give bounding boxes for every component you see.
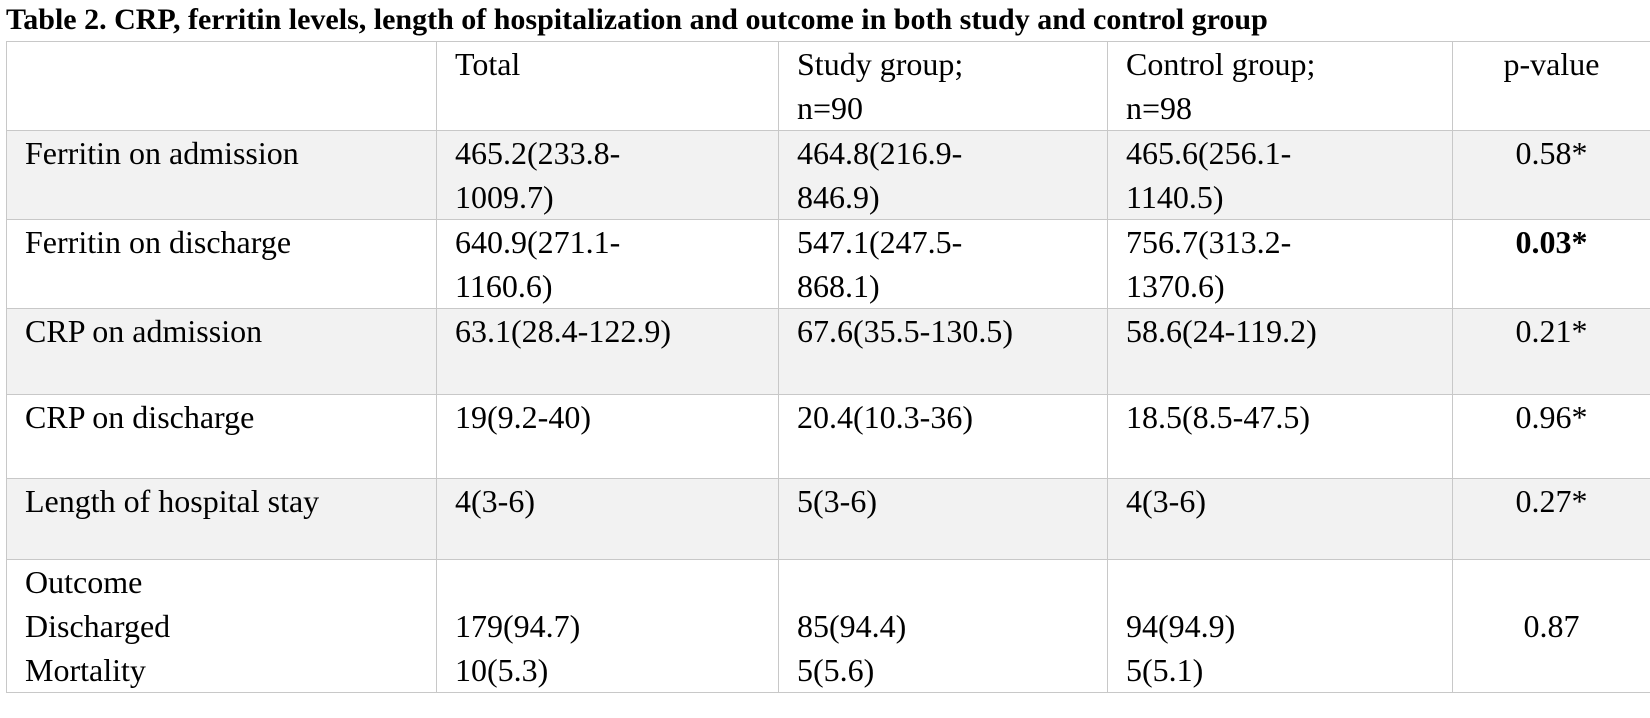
row-label-outcome: Outcome Discharged Mortality — [6, 559, 437, 693]
study-mortality: 5(5.6) — [797, 652, 875, 688]
cell-study: 20.4(10.3-36) — [778, 394, 1108, 479]
total-mortality: 10(5.3) — [455, 652, 549, 688]
cell-study-line2: 868.1) — [797, 268, 880, 304]
cell-pvalue: 0.27* — [1452, 478, 1650, 560]
cell-control-line1: 465.6(256.1- — [1126, 135, 1292, 171]
header-study-label: Study group; — [797, 46, 964, 82]
cell-control: 756.7(313.2- 1370.6) — [1107, 219, 1453, 309]
cell-pvalue: 0.21* — [1452, 308, 1650, 395]
table-row: CRP on discharge 19(9.2-40) 20.4(10.3-36… — [6, 394, 1650, 479]
row-label: Length of hospital stay — [6, 478, 437, 560]
cell-study: 67.6(35.5-130.5) — [778, 308, 1108, 395]
table-row: Ferritin on discharge 640.9(271.1- 1160.… — [6, 219, 1650, 309]
outcome-pvalue: 0.87 — [1523, 608, 1580, 644]
table-row-outcome: Outcome Discharged Mortality 179(94.7) 1… — [6, 559, 1650, 693]
cell-pvalue: 0.96* — [1452, 394, 1650, 479]
header-control-label: Control group; — [1126, 46, 1316, 82]
header-total-label: Total — [455, 46, 521, 82]
cell-total: 640.9(271.1- 1160.6) — [436, 219, 779, 309]
cell-total-line1: 465.2(233.8- — [455, 135, 621, 171]
cell-control: 465.6(256.1- 1140.5) — [1107, 130, 1453, 220]
cell-total-line2: 1160.6) — [455, 268, 553, 304]
header-row: Total Study group; n=90 Control group; n… — [6, 41, 1650, 131]
table-row: Ferritin on admission 465.2(233.8- 1009.… — [6, 130, 1650, 220]
outcome-discharged-label: Discharged — [25, 608, 171, 644]
row-label: Ferritin on admission — [6, 130, 437, 220]
cell-pvalue: 0.87 — [1452, 559, 1650, 693]
table-row: Length of hospital stay 4(3-6) 5(3-6) 4(… — [6, 478, 1650, 560]
header-control-group: Control group; n=98 — [1107, 41, 1453, 131]
cell-control-line2: 1140.5) — [1126, 179, 1224, 215]
cell-total-line2: 1009.7) — [455, 179, 554, 215]
header-study-group: Study group; n=90 — [778, 41, 1108, 131]
total-discharged: 179(94.7) — [455, 608, 581, 644]
cell-study: 547.1(247.5- 868.1) — [778, 219, 1108, 309]
cell-control: 4(3-6) — [1107, 478, 1453, 560]
cell-total: 465.2(233.8- 1009.7) — [436, 130, 779, 220]
cell-study: 85(94.4) 5(5.6) — [778, 559, 1108, 693]
cell-pvalue-significant: 0.03* — [1452, 219, 1650, 309]
cell-control-line1: 756.7(313.2- — [1126, 224, 1292, 260]
results-table: Total Study group; n=90 Control group; n… — [6, 41, 1650, 693]
cell-total: 19(9.2-40) — [436, 394, 779, 479]
outcome-mortality-label: Mortality — [25, 652, 146, 688]
study-discharged: 85(94.4) — [797, 608, 907, 644]
cell-study-line1: 547.1(247.5- — [797, 224, 963, 260]
cell-control-line2: 1370.6) — [1126, 268, 1225, 304]
cell-control: 18.5(8.5-47.5) — [1107, 394, 1453, 479]
cell-study: 5(3-6) — [778, 478, 1108, 560]
cell-total: 179(94.7) 10(5.3) — [436, 559, 779, 693]
header-pvalue: p-value — [1452, 41, 1650, 131]
header-total: Total — [436, 41, 779, 131]
control-mortality: 5(5.1) — [1126, 652, 1204, 688]
cell-control: 94(94.9) 5(5.1) — [1107, 559, 1453, 693]
cell-total: 63.1(28.4-122.9) — [436, 308, 779, 395]
header-study-n: n=90 — [797, 90, 864, 126]
cell-study-line2: 846.9) — [797, 179, 880, 215]
cell-total: 4(3-6) — [436, 478, 779, 560]
cell-study: 464.8(216.9- 846.9) — [778, 130, 1108, 220]
cell-total-line1: 640.9(271.1- — [455, 224, 621, 260]
table-row: CRP on admission 63.1(28.4-122.9) 67.6(3… — [6, 308, 1650, 395]
header-pvalue-label: p-value — [1503, 46, 1600, 82]
outcome-label: Outcome — [25, 564, 143, 600]
header-blank-cell — [6, 41, 437, 131]
row-label: CRP on admission — [6, 308, 437, 395]
row-label: CRP on discharge — [6, 394, 437, 479]
table-caption: Table 2. CRP, ferritin levels, length of… — [6, 3, 1268, 36]
header-control-n: n=98 — [1126, 90, 1193, 126]
cell-control: 58.6(24-119.2) — [1107, 308, 1453, 395]
control-discharged: 94(94.9) — [1126, 608, 1236, 644]
cell-study-line1: 464.8(216.9- — [797, 135, 963, 171]
row-label: Ferritin on discharge — [6, 219, 437, 309]
cell-pvalue: 0.58* — [1452, 130, 1650, 220]
